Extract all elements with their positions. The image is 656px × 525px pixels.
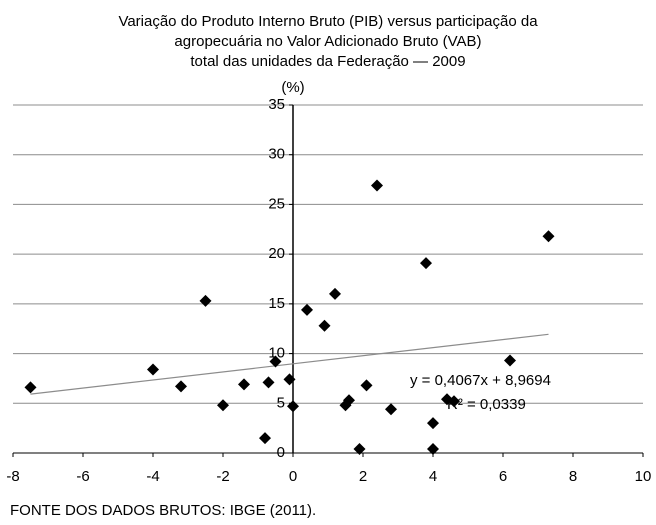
trendline-equation: y = 0,4067x + 8,9694: [410, 372, 551, 389]
point: [343, 394, 355, 407]
x-tick-label: 0: [289, 468, 297, 485]
point: [283, 373, 296, 386]
point: [199, 294, 212, 307]
y-tick-label: 20: [268, 245, 285, 262]
point: [360, 379, 373, 392]
x-tick-label: 2: [359, 468, 367, 485]
point: [259, 432, 271, 445]
point: [238, 378, 250, 391]
point: [371, 179, 383, 192]
y-tick-label: 0: [277, 444, 285, 461]
point: [427, 417, 439, 430]
y-tick-label: 5: [277, 394, 285, 411]
x-tick-label: 4: [429, 468, 437, 485]
point: [147, 363, 159, 376]
point: [318, 319, 331, 332]
point: [262, 376, 275, 389]
point: [24, 381, 37, 394]
point: [420, 257, 432, 270]
point: [329, 287, 341, 300]
point: [175, 380, 187, 393]
x-tick-label: -2: [216, 468, 229, 485]
point: [542, 230, 555, 243]
point: [385, 403, 397, 416]
point: [301, 303, 313, 316]
y-tick-label: 35: [268, 96, 285, 113]
point: [504, 354, 516, 367]
source-note: FONTE DOS DADOS BRUTOS: IBGE (2011).: [10, 502, 316, 519]
x-tick-label: 6: [499, 468, 507, 485]
chart-title: total das unidades da Federação — 2009: [190, 53, 465, 70]
point: [448, 395, 460, 408]
chart-title: Variação do Produto Interno Bruto (PIB) …: [118, 13, 538, 30]
y-axis-label: (%): [281, 79, 304, 96]
x-tick-label: -6: [76, 468, 89, 485]
x-tick-label: -4: [146, 468, 159, 485]
point: [287, 400, 299, 413]
y-tick-label: 30: [268, 146, 285, 163]
point: [353, 443, 366, 456]
x-tick-label: 10: [635, 468, 652, 485]
y-tick-label: 15: [268, 295, 285, 312]
trendline: [30, 333, 549, 395]
point: [217, 399, 229, 412]
point: [269, 355, 282, 368]
y-tick-label: 10: [268, 345, 285, 362]
x-tick-label: -8: [6, 468, 19, 485]
trendline-r2: R² = 0,0339: [447, 396, 526, 413]
y-tick-label: 25: [268, 195, 285, 212]
x-tick-label: 8: [569, 468, 577, 485]
chart-title: agropecuária no Valor Adicionado Bruto (…: [174, 33, 481, 50]
point: [427, 443, 439, 456]
